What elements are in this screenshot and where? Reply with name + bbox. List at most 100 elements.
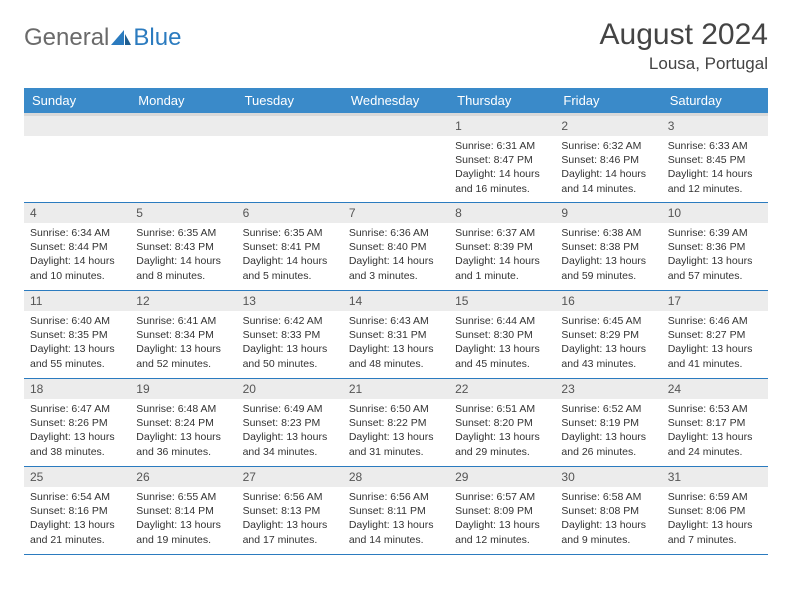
weekday-header: Tuesday (237, 88, 343, 115)
day-number: 9 (555, 203, 661, 223)
day-number: 10 (662, 203, 768, 223)
calendar-day: 25Sunrise: 6:54 AMSunset: 8:16 PMDayligh… (24, 467, 130, 555)
calendar-day (24, 115, 130, 203)
calendar-week: 1Sunrise: 6:31 AMSunset: 8:47 PMDaylight… (24, 115, 768, 203)
day-details: Sunrise: 6:58 AMSunset: 8:08 PMDaylight:… (555, 487, 661, 553)
day-number: 3 (662, 116, 768, 136)
weekday-header: Sunday (24, 88, 130, 115)
day-details: Sunrise: 6:49 AMSunset: 8:23 PMDaylight:… (237, 399, 343, 465)
day-details: Sunrise: 6:42 AMSunset: 8:33 PMDaylight:… (237, 311, 343, 377)
day-number: 22 (449, 379, 555, 399)
day-details: Sunrise: 6:39 AMSunset: 8:36 PMDaylight:… (662, 223, 768, 289)
day-number: 25 (24, 467, 130, 487)
day-details: Sunrise: 6:40 AMSunset: 8:35 PMDaylight:… (24, 311, 130, 377)
calendar-day: 8Sunrise: 6:37 AMSunset: 8:39 PMDaylight… (449, 203, 555, 291)
calendar-day: 10Sunrise: 6:39 AMSunset: 8:36 PMDayligh… (662, 203, 768, 291)
calendar-week: 18Sunrise: 6:47 AMSunset: 8:26 PMDayligh… (24, 379, 768, 467)
calendar-day: 11Sunrise: 6:40 AMSunset: 8:35 PMDayligh… (24, 291, 130, 379)
calendar-week: 25Sunrise: 6:54 AMSunset: 8:16 PMDayligh… (24, 467, 768, 555)
day-details: Sunrise: 6:37 AMSunset: 8:39 PMDaylight:… (449, 223, 555, 289)
calendar-day: 29Sunrise: 6:57 AMSunset: 8:09 PMDayligh… (449, 467, 555, 555)
day-details: Sunrise: 6:57 AMSunset: 8:09 PMDaylight:… (449, 487, 555, 553)
calendar-day: 30Sunrise: 6:58 AMSunset: 8:08 PMDayligh… (555, 467, 661, 555)
day-number: 19 (130, 379, 236, 399)
day-details: Sunrise: 6:35 AMSunset: 8:43 PMDaylight:… (130, 223, 236, 289)
weekday-header: Saturday (662, 88, 768, 115)
sail-icon (111, 30, 131, 46)
weekday-header: Friday (555, 88, 661, 115)
day-number: 4 (24, 203, 130, 223)
calendar-day: 24Sunrise: 6:53 AMSunset: 8:17 PMDayligh… (662, 379, 768, 467)
day-details: Sunrise: 6:43 AMSunset: 8:31 PMDaylight:… (343, 311, 449, 377)
calendar-day: 20Sunrise: 6:49 AMSunset: 8:23 PMDayligh… (237, 379, 343, 467)
calendar-day: 2Sunrise: 6:32 AMSunset: 8:46 PMDaylight… (555, 115, 661, 203)
weekday-header: Monday (130, 88, 236, 115)
title-block: August 2024 Lousa, Portugal (600, 18, 768, 74)
day-number-empty (130, 116, 236, 136)
calendar-day: 28Sunrise: 6:56 AMSunset: 8:11 PMDayligh… (343, 467, 449, 555)
day-number: 18 (24, 379, 130, 399)
calendar-day: 17Sunrise: 6:46 AMSunset: 8:27 PMDayligh… (662, 291, 768, 379)
day-number-empty (24, 116, 130, 136)
day-number: 16 (555, 291, 661, 311)
day-number: 28 (343, 467, 449, 487)
calendar-day: 18Sunrise: 6:47 AMSunset: 8:26 PMDayligh… (24, 379, 130, 467)
day-number: 5 (130, 203, 236, 223)
day-details: Sunrise: 6:55 AMSunset: 8:14 PMDaylight:… (130, 487, 236, 553)
calendar-day: 12Sunrise: 6:41 AMSunset: 8:34 PMDayligh… (130, 291, 236, 379)
day-number: 31 (662, 467, 768, 487)
calendar-day: 21Sunrise: 6:50 AMSunset: 8:22 PMDayligh… (343, 379, 449, 467)
day-details: Sunrise: 6:48 AMSunset: 8:24 PMDaylight:… (130, 399, 236, 465)
location: Lousa, Portugal (600, 54, 768, 74)
logo: General Blue (24, 18, 181, 52)
day-details: Sunrise: 6:34 AMSunset: 8:44 PMDaylight:… (24, 223, 130, 289)
logo-text-blue: Blue (133, 24, 181, 52)
day-number: 14 (343, 291, 449, 311)
day-details: Sunrise: 6:31 AMSunset: 8:47 PMDaylight:… (449, 136, 555, 202)
day-number: 26 (130, 467, 236, 487)
day-number: 30 (555, 467, 661, 487)
calendar-day: 4Sunrise: 6:34 AMSunset: 8:44 PMDaylight… (24, 203, 130, 291)
day-number: 27 (237, 467, 343, 487)
calendar-day: 13Sunrise: 6:42 AMSunset: 8:33 PMDayligh… (237, 291, 343, 379)
calendar-week: 4Sunrise: 6:34 AMSunset: 8:44 PMDaylight… (24, 203, 768, 291)
calendar-day: 23Sunrise: 6:52 AMSunset: 8:19 PMDayligh… (555, 379, 661, 467)
day-number: 20 (237, 379, 343, 399)
day-details: Sunrise: 6:36 AMSunset: 8:40 PMDaylight:… (343, 223, 449, 289)
calendar-table: SundayMondayTuesdayWednesdayThursdayFrid… (24, 88, 768, 555)
day-number: 21 (343, 379, 449, 399)
calendar-day: 9Sunrise: 6:38 AMSunset: 8:38 PMDaylight… (555, 203, 661, 291)
calendar-day: 26Sunrise: 6:55 AMSunset: 8:14 PMDayligh… (130, 467, 236, 555)
calendar-body: 1Sunrise: 6:31 AMSunset: 8:47 PMDaylight… (24, 115, 768, 555)
day-number: 17 (662, 291, 768, 311)
day-details: Sunrise: 6:45 AMSunset: 8:29 PMDaylight:… (555, 311, 661, 377)
day-details: Sunrise: 6:32 AMSunset: 8:46 PMDaylight:… (555, 136, 661, 202)
calendar-day: 3Sunrise: 6:33 AMSunset: 8:45 PMDaylight… (662, 115, 768, 203)
calendar-day: 14Sunrise: 6:43 AMSunset: 8:31 PMDayligh… (343, 291, 449, 379)
calendar-day: 16Sunrise: 6:45 AMSunset: 8:29 PMDayligh… (555, 291, 661, 379)
day-details: Sunrise: 6:52 AMSunset: 8:19 PMDaylight:… (555, 399, 661, 465)
day-details: Sunrise: 6:51 AMSunset: 8:20 PMDaylight:… (449, 399, 555, 465)
calendar-day (343, 115, 449, 203)
day-details: Sunrise: 6:41 AMSunset: 8:34 PMDaylight:… (130, 311, 236, 377)
calendar-day: 19Sunrise: 6:48 AMSunset: 8:24 PMDayligh… (130, 379, 236, 467)
day-details: Sunrise: 6:33 AMSunset: 8:45 PMDaylight:… (662, 136, 768, 202)
calendar-day (237, 115, 343, 203)
day-number-empty (343, 116, 449, 136)
page-title: August 2024 (600, 18, 768, 52)
day-details: Sunrise: 6:59 AMSunset: 8:06 PMDaylight:… (662, 487, 768, 553)
day-number: 23 (555, 379, 661, 399)
calendar-day: 27Sunrise: 6:56 AMSunset: 8:13 PMDayligh… (237, 467, 343, 555)
day-number: 12 (130, 291, 236, 311)
calendar-head: SundayMondayTuesdayWednesdayThursdayFrid… (24, 88, 768, 115)
day-details: Sunrise: 6:53 AMSunset: 8:17 PMDaylight:… (662, 399, 768, 465)
day-number: 11 (24, 291, 130, 311)
logo-text-general: General (24, 24, 109, 52)
day-number: 7 (343, 203, 449, 223)
day-number: 24 (662, 379, 768, 399)
day-details: Sunrise: 6:50 AMSunset: 8:22 PMDaylight:… (343, 399, 449, 465)
day-number: 1 (449, 116, 555, 136)
day-details: Sunrise: 6:35 AMSunset: 8:41 PMDaylight:… (237, 223, 343, 289)
day-number-empty (237, 116, 343, 136)
day-number: 29 (449, 467, 555, 487)
